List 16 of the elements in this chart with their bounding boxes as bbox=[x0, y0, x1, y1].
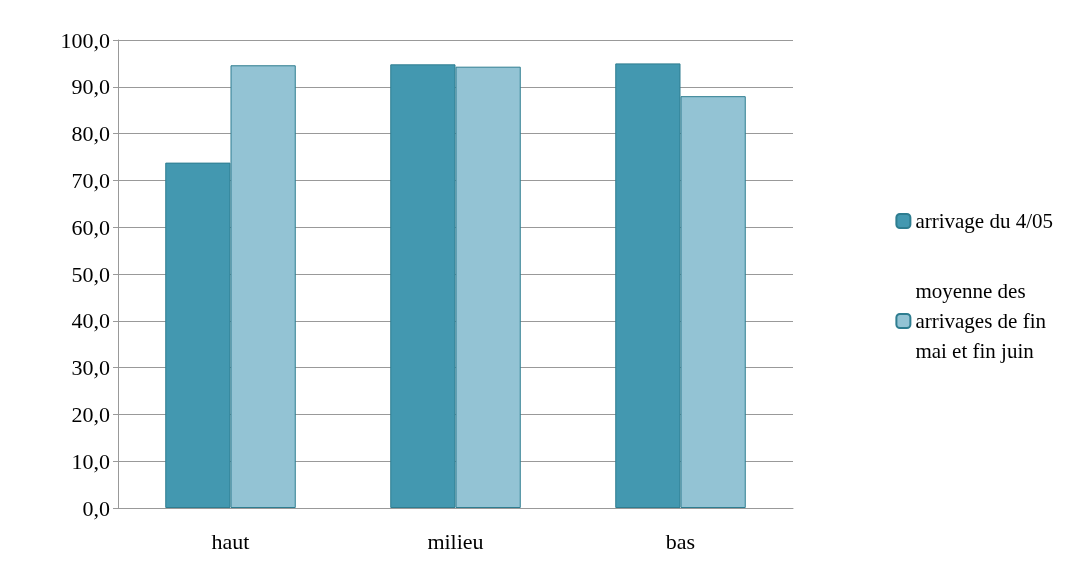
x-tick-label: bas bbox=[665, 528, 696, 554]
y-tick-label: 50,0 bbox=[71, 261, 110, 287]
legend-label: moyenne des arrivages de fin mai et fin juin bbox=[915, 279, 1047, 363]
x-tick-label: haut bbox=[211, 528, 250, 554]
y-tick-label: 90,0 bbox=[71, 74, 110, 100]
y-tick-label: 60,0 bbox=[71, 214, 110, 240]
y-tick-label: 10,0 bbox=[71, 448, 110, 474]
y-tick-label: 20,0 bbox=[71, 401, 110, 427]
y-tick-label: 80,0 bbox=[71, 121, 110, 147]
y-tick-label: 40,0 bbox=[71, 308, 110, 334]
y-tick-label: 0,0 bbox=[82, 495, 110, 521]
y-tick-label: 30,0 bbox=[71, 355, 110, 381]
y-tick-label: 100,0 bbox=[60, 27, 110, 53]
x-tick-label: milieu bbox=[427, 528, 484, 554]
y-tick-label: 70,0 bbox=[71, 167, 110, 193]
legend-label: arrivage du 4/05 bbox=[915, 209, 1054, 233]
